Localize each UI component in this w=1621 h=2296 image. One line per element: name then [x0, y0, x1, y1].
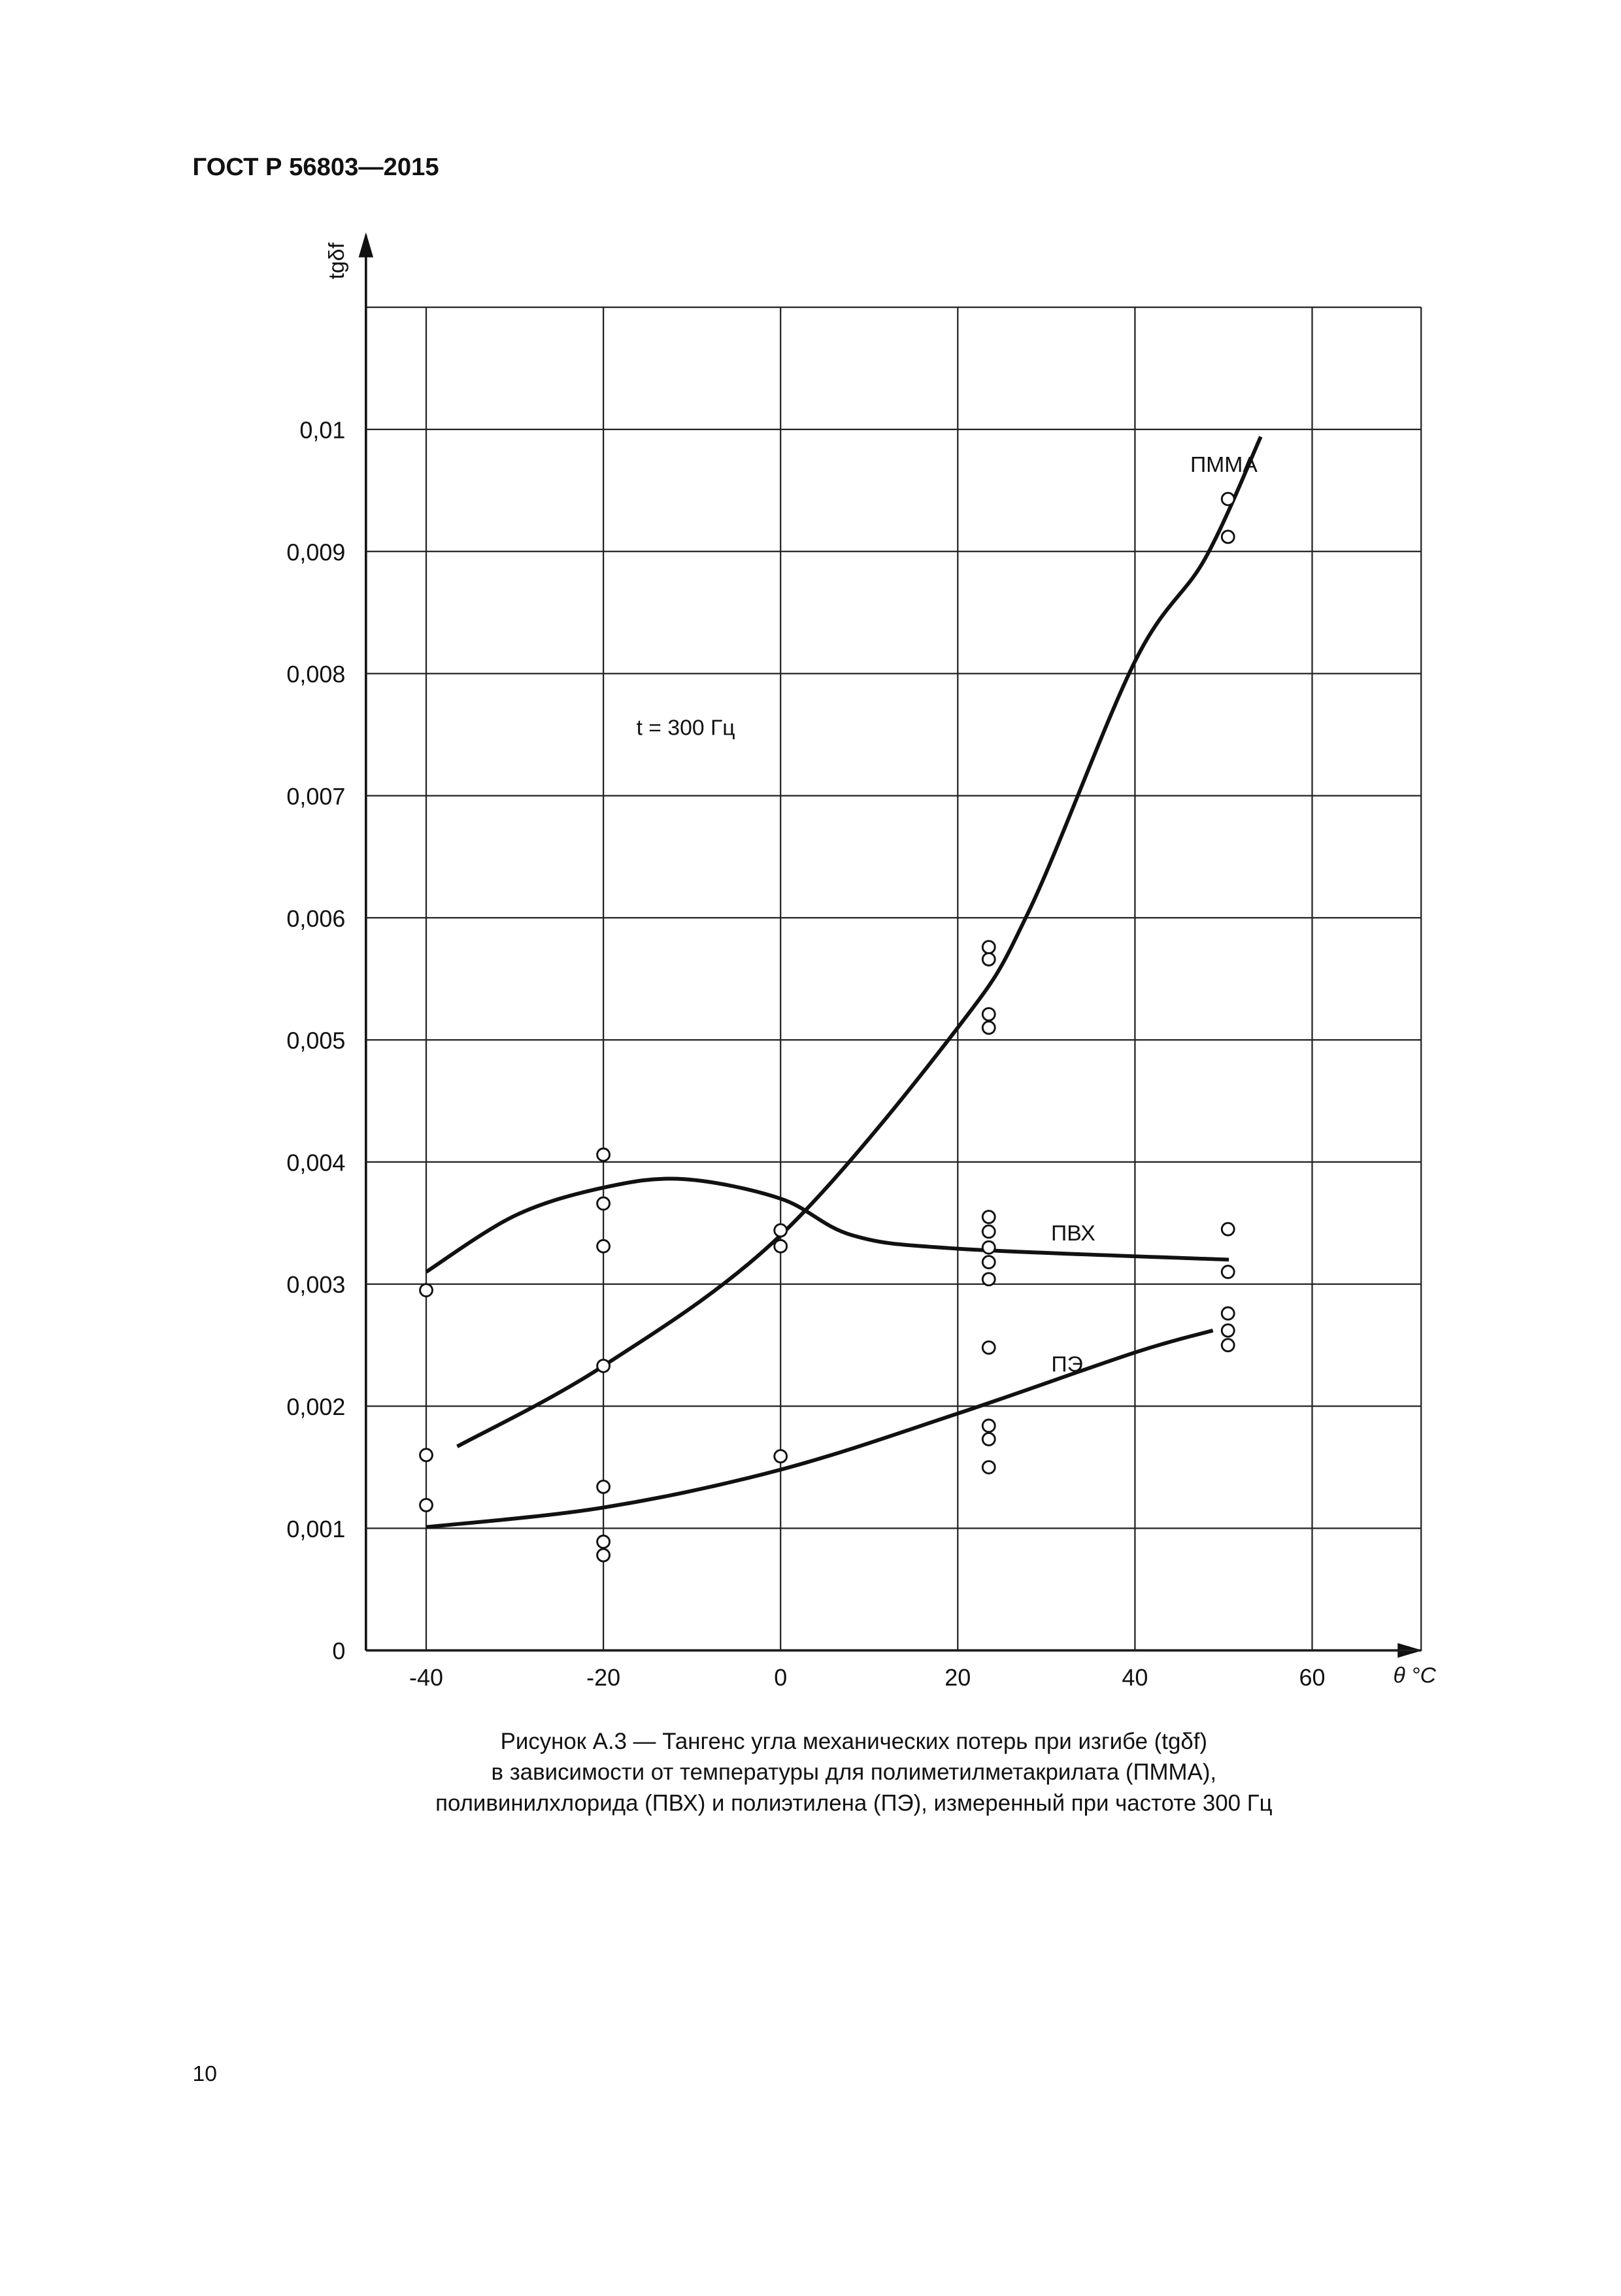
data-point [1220, 1222, 1235, 1237]
y-tick-label: 0 [332, 1638, 345, 1665]
data-point [1220, 1306, 1235, 1321]
y-tick-label: 0,009 [286, 539, 345, 565]
series-label: ПВХ [1051, 1221, 1095, 1246]
data-point [981, 1020, 996, 1035]
annotation: t = 300 Гц [637, 715, 735, 740]
data-point [981, 1460, 996, 1474]
data-point [981, 1418, 996, 1433]
x-axis-label: θ °C [1393, 1663, 1436, 1688]
curve [456, 435, 1263, 1448]
data-point [773, 1239, 788, 1254]
caption-line: поливинилхлорида (ПВХ) и полиэтилена (ПЭ… [435, 1790, 1272, 1816]
data-point [596, 1147, 611, 1162]
data-point [596, 1548, 611, 1563]
data-point [596, 1535, 611, 1549]
data-point [596, 1359, 611, 1373]
y-tick-label: 0,003 [286, 1271, 345, 1298]
x-tick-label: 40 [1122, 1664, 1148, 1691]
data-point [773, 1223, 788, 1238]
data-point [596, 1239, 611, 1254]
data-point [419, 1497, 433, 1512]
data-point [1220, 529, 1235, 544]
data-point [981, 1340, 996, 1355]
x-tick-label: -20 [586, 1664, 620, 1691]
y-tick-label: 0,002 [286, 1393, 345, 1420]
y-tick-label: 0,004 [286, 1149, 345, 1176]
x-tick-label: 0 [774, 1664, 787, 1691]
y-tick-label: 0,005 [286, 1027, 345, 1054]
data-point [981, 952, 996, 967]
x-tick-label: -40 [409, 1664, 443, 1691]
y-axis-arrow [358, 232, 374, 258]
y-tick-label: 0,008 [286, 661, 345, 688]
data-point [596, 1479, 611, 1494]
data-point [981, 1224, 996, 1239]
x-tick-label: 20 [944, 1664, 971, 1691]
data-point [1220, 1323, 1235, 1338]
data-point [981, 1210, 996, 1224]
data-point [1220, 1265, 1235, 1279]
series-label: ПММА [1190, 452, 1258, 477]
y-tick-label: 0,01 [299, 416, 345, 443]
header-title: ГОСТ Р 56803—2015 [193, 153, 439, 181]
y-tick-label: 0,001 [286, 1516, 345, 1542]
y-tick-label: 0,007 [286, 783, 345, 810]
data-point [981, 940, 996, 955]
caption-line: в зависимости от температуры для полимет… [492, 1759, 1217, 1785]
caption-line: Рисунок А.3 — Тангенс угла механических … [501, 1729, 1207, 1754]
data-point [981, 1240, 996, 1255]
data-point [981, 1432, 996, 1446]
data-point [1220, 491, 1235, 507]
series-label: ПЭ [1051, 1352, 1082, 1377]
data-point [419, 1283, 433, 1297]
curve [425, 1176, 1229, 1274]
data-point [981, 1007, 996, 1022]
y-axis-label: tgδf [324, 242, 349, 280]
data-point [981, 1272, 996, 1287]
data-point [596, 1196, 611, 1211]
data-point [773, 1449, 788, 1464]
data-point [1220, 1338, 1235, 1353]
x-tick-label: 60 [1299, 1664, 1325, 1691]
data-point [419, 1448, 433, 1463]
data-point [981, 1255, 996, 1270]
y-tick-label: 0,006 [286, 905, 345, 932]
curve [426, 1328, 1214, 1529]
page-number: 10 [193, 2061, 218, 2086]
